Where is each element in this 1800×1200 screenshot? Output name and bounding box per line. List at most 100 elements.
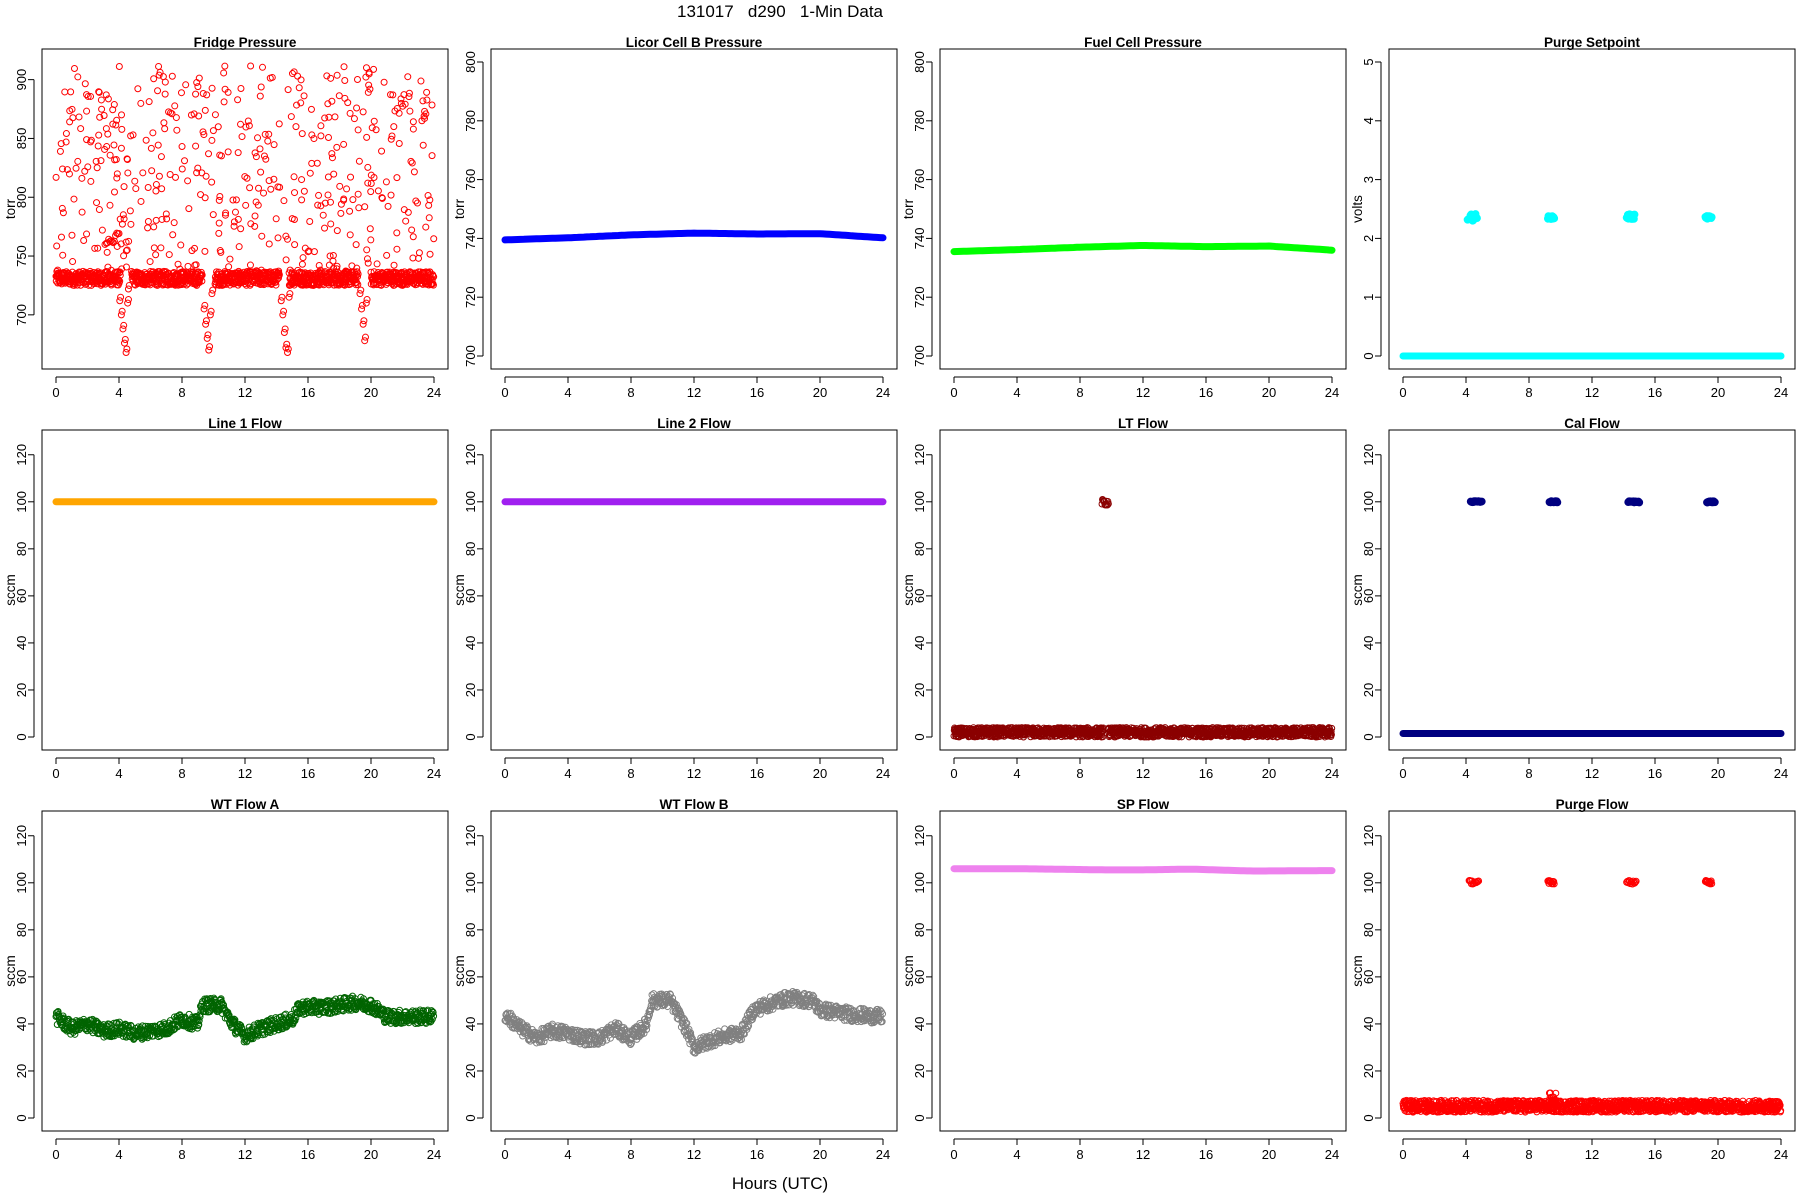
data-point	[1473, 214, 1481, 223]
data-point	[330, 264, 338, 272]
data-point	[203, 334, 211, 342]
data-point	[226, 255, 234, 263]
data-point	[214, 123, 222, 131]
data-point	[1477, 497, 1486, 506]
x-tick-label: 8	[627, 385, 634, 400]
data-point	[123, 155, 131, 163]
data-point	[215, 196, 223, 204]
x-tick-label: 4	[1462, 766, 1469, 781]
plot-frame	[490, 48, 898, 370]
data-point	[237, 85, 245, 93]
data-point	[68, 231, 76, 239]
data-point	[208, 290, 216, 298]
y-tick-label: 60	[463, 970, 478, 984]
data-point	[358, 301, 366, 309]
x-tick-label: 24	[1774, 766, 1788, 781]
data-point	[192, 142, 200, 150]
data-point	[282, 232, 290, 240]
data-point	[120, 183, 128, 191]
data-point	[402, 217, 410, 225]
data-point	[182, 81, 190, 89]
data-point	[270, 175, 278, 183]
data-point	[393, 104, 401, 112]
data-point	[106, 201, 114, 209]
data-point	[102, 125, 110, 133]
data-point	[265, 177, 273, 185]
x-tick-label: 8	[178, 766, 185, 781]
data-point	[267, 185, 275, 193]
x-tick-label: 24	[427, 1147, 441, 1162]
x-tick-label: 12	[1585, 385, 1599, 400]
data-point	[350, 115, 358, 123]
data-point	[329, 251, 337, 259]
data-point	[209, 286, 217, 294]
data-point	[321, 114, 329, 122]
data-point	[118, 265, 126, 273]
data-point	[299, 254, 307, 262]
data-point	[329, 257, 337, 265]
data-point	[347, 173, 355, 181]
data-point	[279, 311, 287, 319]
data-point	[103, 248, 111, 256]
data-point	[261, 130, 269, 138]
data-point	[124, 169, 132, 177]
data-point	[117, 144, 125, 152]
data-point	[104, 263, 112, 271]
data-series	[950, 496, 1336, 741]
x-tick-label: 24	[876, 1147, 890, 1162]
data-point	[206, 343, 214, 351]
data-point	[57, 140, 65, 148]
data-point	[304, 248, 312, 256]
data-point	[91, 244, 99, 252]
data-point	[363, 296, 371, 304]
x-tick-label: 16	[301, 385, 315, 400]
plot-frame	[41, 48, 449, 370]
data-point	[423, 96, 431, 104]
data-point	[131, 177, 139, 185]
data-point	[63, 166, 71, 174]
y-tick-label: 20	[463, 1064, 478, 1078]
x-tick-label: 4	[1013, 385, 1020, 400]
data-point	[404, 208, 412, 216]
x-tick-label: 4	[115, 766, 122, 781]
data-point	[78, 208, 86, 216]
data-point	[159, 73, 167, 81]
data-point	[142, 136, 150, 144]
data-point	[294, 266, 302, 274]
y-tick-label: 60	[14, 589, 29, 603]
data-point	[207, 307, 215, 315]
y-tick-label: 40	[912, 636, 927, 650]
y-tick-label: 100	[14, 872, 29, 894]
y-tick-label: 780	[463, 110, 478, 132]
data-point	[105, 235, 113, 243]
y-tick-label: 0	[463, 1114, 478, 1121]
data-point	[124, 299, 132, 307]
data-point	[87, 177, 95, 185]
data-point	[221, 211, 229, 219]
data-point	[83, 107, 91, 115]
data-point	[125, 281, 133, 289]
data-point	[255, 184, 263, 192]
data-point	[96, 113, 104, 121]
data-point	[188, 247, 196, 255]
data-point	[126, 207, 134, 215]
data-point	[372, 126, 380, 134]
x-tick-label: 24	[1774, 385, 1788, 400]
y-tick-label: 80	[912, 542, 927, 556]
data-point	[69, 258, 77, 266]
data-point	[116, 271, 124, 279]
x-tick-label: 20	[364, 385, 378, 400]
data-point	[81, 167, 89, 175]
data-point	[203, 91, 211, 99]
data-point	[317, 122, 325, 130]
data-point	[257, 168, 265, 176]
data-point	[367, 236, 375, 244]
plot-frame	[939, 429, 1347, 751]
x-tick-label: 20	[364, 1147, 378, 1162]
data-point	[1710, 498, 1719, 507]
data-point	[408, 226, 416, 234]
x-tick-label: 0	[1399, 766, 1406, 781]
y-axis-label: torr	[452, 198, 467, 219]
y-tick-label: 80	[463, 542, 478, 556]
